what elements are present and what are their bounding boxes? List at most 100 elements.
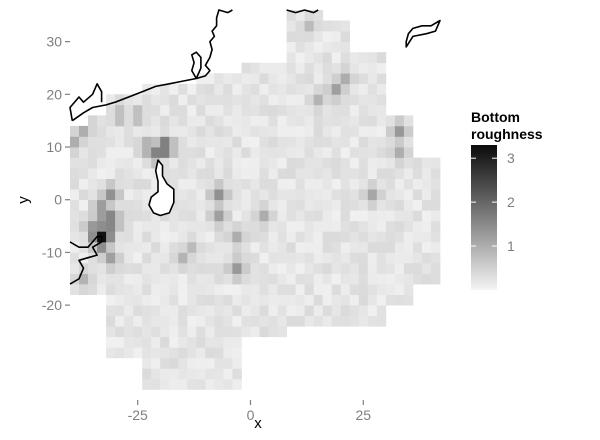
coastline-layer [69,9,441,285]
raster-cell [376,62,387,74]
raster-cell [160,305,170,316]
raster-cell [349,52,360,64]
raster-cell [214,378,224,390]
raster-cell [205,147,215,158]
raster-cell [79,231,89,243]
raster-cell [115,136,125,148]
raster-cell [169,305,179,316]
raster-cell [340,189,351,201]
raster-cell [259,157,269,169]
raster-cell [178,294,188,306]
raster-cell [422,178,432,190]
raster-cell [187,94,197,106]
raster-cell [205,73,215,85]
raster-cell [358,52,369,64]
raster-cell [250,315,260,327]
raster-cell [322,284,333,295]
raster-cell [241,284,251,295]
raster-cell [133,326,143,338]
raster-cell [322,273,333,285]
raster-cell [322,115,333,127]
raster-cell [385,168,396,179]
raster-cell [422,252,432,264]
raster-cell [178,252,188,264]
raster-cell [286,136,296,148]
raster-cell [322,168,333,179]
raster-cell [160,273,170,285]
raster-cell [196,252,206,264]
raster-cell [196,305,206,316]
raster-cell [169,336,179,348]
raster-cell [178,357,188,369]
raster-cell [349,62,360,74]
raster-cell [232,241,242,253]
raster-cell [160,326,170,338]
raster-cell [133,231,143,243]
raster-cell [223,189,233,201]
raster-cell [214,305,224,316]
raster-cell [340,94,351,106]
legend-ticks: 1 2 3 [471,150,515,254]
raster-cell [268,157,278,169]
raster-cell [214,294,224,306]
raster-cell [241,231,251,243]
raster-cell [286,52,296,64]
raster-cell [268,104,278,116]
raster-cell [214,326,224,338]
raster-cell [241,83,251,95]
raster-cell [367,189,378,201]
raster-cell [367,147,378,158]
raster-cell [277,284,287,295]
raster-cell [232,147,242,158]
raster-cell [259,94,269,106]
raster-cell [160,263,170,274]
raster-cell [133,147,143,158]
raster-cell [232,94,242,106]
raster-cell [358,273,369,285]
raster-cell [295,125,305,137]
raster-cell [304,284,314,295]
raster-cell [151,157,161,169]
raster-cell [268,115,278,127]
raster-cell [286,125,296,137]
raster-cell [277,210,287,222]
raster-cell [376,315,387,327]
raster-cell [358,125,369,137]
raster-cell [403,199,414,211]
raster-cell [70,231,80,243]
raster-cell [268,252,278,264]
raster-cell [268,273,278,285]
raster-cell [304,294,314,306]
raster-cell [250,273,260,285]
raster-cell [97,220,107,232]
raster-cell [178,263,188,274]
raster-cell [70,210,80,222]
raster-cell [358,210,369,222]
raster-cell [250,199,260,211]
raster-cell [331,136,342,148]
raster-cell [205,136,215,148]
raster-cell [286,305,296,316]
raster-cell [106,305,116,316]
raster-cell [385,231,396,243]
raster-cell [178,125,188,137]
raster-cell [412,241,423,253]
raster-cell [223,125,233,137]
raster-cell [313,157,324,169]
raster-cell [394,147,405,158]
raster-cell [349,252,360,264]
raster-cell [223,347,233,359]
raster-cell [223,378,233,390]
raster-cell [241,136,251,148]
raster-cell [169,284,179,295]
raster-cell [97,210,107,222]
raster-cell [178,284,188,295]
raster-cell [70,263,80,274]
raster-cell [97,273,107,285]
raster-cell [259,125,269,137]
raster-cell [286,178,296,190]
raster-cell [340,83,351,95]
raster-cell [124,220,134,232]
raster-cell [232,263,242,274]
raster-cell [322,83,333,95]
